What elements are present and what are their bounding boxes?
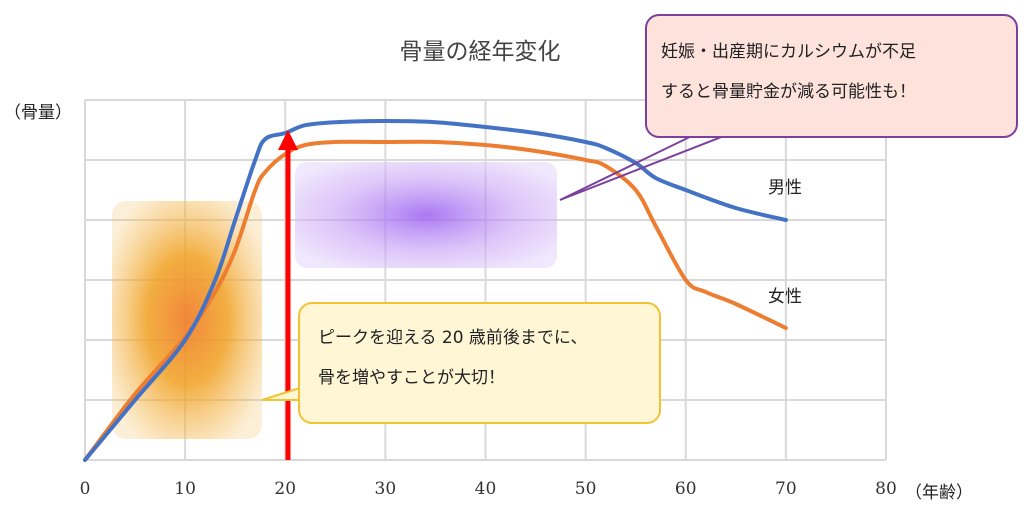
chart-title: 骨量の経年変化: [400, 39, 561, 65]
peak-advice-line-1: ピークを迎える 20 歳前後までに、: [318, 328, 588, 348]
callout-pointer-yellow: [261, 387, 301, 401]
calcium-warning-line-1: 妊娠・出産期にカルシウムが不足: [661, 42, 916, 62]
calcium-warning-line-2: すると骨量貯金が減る可能性も！: [661, 82, 916, 102]
peak-advice-line-2: 骨を増やすことが大切！: [318, 368, 505, 388]
pregnancy-period-highlight: [295, 162, 557, 268]
x-tick-label: 30: [375, 479, 397, 499]
x-tick-label: 20: [274, 479, 296, 499]
x-tick-label: 60: [675, 479, 697, 499]
x-tick-labels: 0 10 20 30 40 50 60 70 80: [80, 479, 897, 499]
peak-arrow-head: [278, 130, 298, 150]
x-tick-label: 50: [575, 479, 597, 499]
x-tick-label: 0: [80, 479, 91, 499]
x-tick-label: 40: [475, 479, 497, 499]
series-group: [83, 118, 788, 462]
y-axis-label: （骨量）: [4, 103, 72, 123]
x-tick-label: 10: [174, 479, 196, 499]
x-axis-label: （年齢）: [905, 483, 973, 503]
series-line-male: [83, 118, 788, 462]
series-label-male: 男性: [768, 178, 802, 198]
series-label-female: 女性: [768, 287, 802, 307]
peak-advice-callout: ピークを迎える 20 歳前後までに、 骨を増やすことが大切！: [298, 302, 661, 424]
x-tick-label: 80: [875, 479, 897, 499]
x-tick-label: 70: [775, 479, 797, 499]
calcium-warning-callout: 妊娠・出産期にカルシウムが不足 すると骨量貯金が減る可能性も！: [645, 14, 1018, 138]
series-line-female: [83, 139, 788, 462]
callout-pointer-purple: [559, 117, 771, 201]
